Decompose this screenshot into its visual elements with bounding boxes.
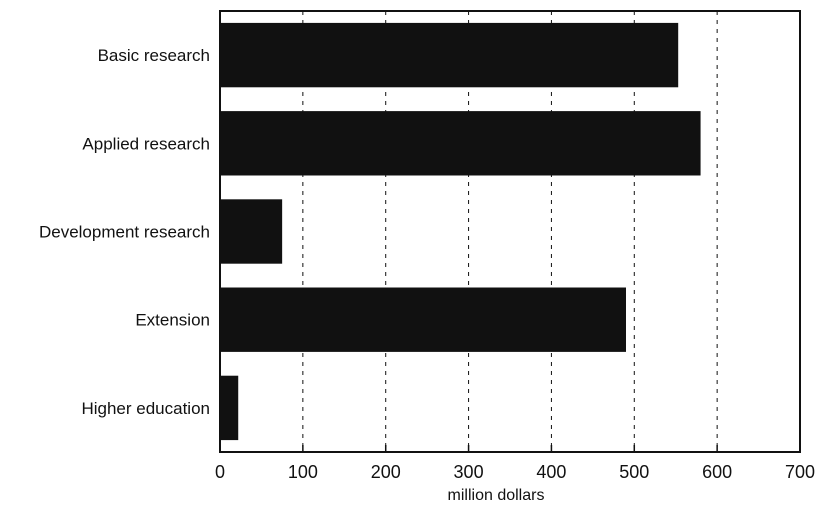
x-tick-label: 100 (288, 462, 318, 482)
category-label: Extension (135, 311, 210, 330)
plot-frame (219, 10, 801, 453)
category-label: Development research (39, 223, 210, 242)
x-tick-label: 600 (702, 462, 732, 482)
x-tick-label: 400 (536, 462, 566, 482)
category-label: Applied research (82, 134, 210, 153)
x-axis-title: million dollars (448, 487, 545, 504)
x-tick-label: 200 (371, 462, 401, 482)
x-tick-label: 700 (785, 462, 815, 482)
x-tick-labels: 0 100 200 300 400 500 600 700 (215, 462, 815, 482)
bar (220, 375, 239, 441)
x-tick-label: 0 (215, 462, 225, 482)
x-tick-label: 500 (619, 462, 649, 482)
category-labels: Basic research Applied research Developmen… (39, 46, 210, 418)
category-label: Basic research (98, 46, 210, 65)
bar (220, 199, 283, 264)
category-label: Higher education (81, 399, 210, 418)
bar (220, 287, 626, 352)
x-tick-label: 300 (454, 462, 484, 482)
bar (220, 111, 701, 176)
bar (220, 22, 679, 88)
bars (220, 22, 701, 441)
